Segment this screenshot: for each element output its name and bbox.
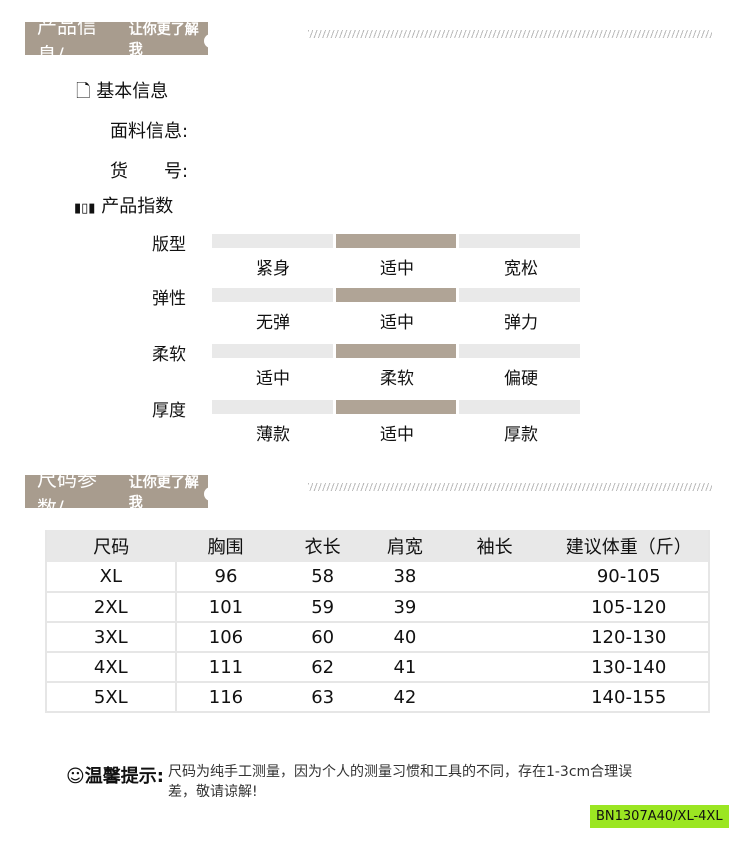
- column-header: 建议体重（斤）: [565, 537, 692, 558]
- index-option: 弹力: [504, 313, 538, 333]
- index-option: 适中: [380, 313, 414, 333]
- index-option: 适中: [380, 259, 414, 279]
- table-cell: 90-105: [596, 566, 661, 587]
- table-cell: 5XL: [46, 682, 177, 712]
- warm-tip: ☺温馨提示: 尺码为纯手工测量，因为个人的测量习惯和工具的不同，存在1-3cm合理…: [66, 762, 648, 802]
- column-header: 尺码: [93, 537, 130, 558]
- table-cell: [440, 562, 550, 592]
- index-option: 柔软: [380, 369, 414, 389]
- index-option: 无弹: [256, 313, 290, 333]
- table-cell: 101: [208, 596, 244, 618]
- basic-info-heading: 🗋 基本信息: [76, 77, 168, 109]
- size-params-banner: 尺码参数/让你更了解我: [25, 467, 218, 520]
- index-bar-segment: [459, 344, 581, 358]
- table-row: 2XL 101 59 39 105-120: [46, 592, 709, 622]
- column-header: 胸围: [207, 537, 244, 558]
- index-bar-segment: [459, 234, 581, 248]
- tip-text: 尺码为纯手工测量，因为个人的测量习惯和工具的不同，存在1-3cm合理误差，敬请谅…: [167, 764, 633, 800]
- heading-text: 产品指数: [101, 196, 174, 217]
- table-cell: 130-140: [591, 656, 667, 678]
- index-bar-segment: [212, 344, 333, 358]
- table-cell: 120-130: [591, 626, 667, 648]
- index-bar-segment: [335, 344, 457, 358]
- section-subtitle: 让你更了解我: [128, 474, 199, 511]
- table-cell: 105-120: [591, 596, 667, 618]
- decorative-divider: [308, 483, 712, 491]
- table-cell: 3XL: [46, 622, 177, 652]
- table-cell: 96: [214, 566, 238, 587]
- column-header: 衣长: [304, 537, 341, 558]
- table-cell: [440, 682, 550, 712]
- table-row: 5XL 116 63 42 140-155: [46, 682, 709, 712]
- index-row-label: 弹性: [152, 289, 186, 309]
- table-cell: 62: [311, 656, 335, 678]
- index-bar: [212, 234, 581, 248]
- decorative-divider: [308, 30, 712, 38]
- sku-label: 货 号:: [110, 161, 189, 182]
- index-bar-segment: [212, 288, 333, 302]
- table-cell: 63: [311, 686, 335, 708]
- index-bar-segment: [335, 234, 457, 248]
- table-cell: 106: [208, 626, 244, 648]
- table-cell: 42: [393, 686, 417, 708]
- smiley-icon: ☺: [66, 766, 85, 787]
- table-cell: 40: [393, 626, 417, 648]
- table-cell: 41: [393, 656, 417, 678]
- table-row: 4XL 111 62 41 130-140: [46, 652, 709, 682]
- index-option: 适中: [380, 425, 414, 445]
- table-row: 3XL 106 60 40 120-130: [46, 622, 709, 652]
- table-cell: [440, 592, 550, 622]
- table-cell: [440, 622, 550, 652]
- table-cell: 38: [393, 566, 417, 587]
- heading-text: 基本信息: [96, 81, 169, 102]
- fabric-label: 面料信息:: [110, 121, 189, 142]
- table-cell: XL: [46, 562, 177, 592]
- tip-label: 温馨提示:: [84, 766, 164, 787]
- product-info-banner: 产品信息/让你更了解我: [25, 14, 218, 67]
- index-bar: [212, 344, 581, 358]
- index-bar-segment: [335, 400, 457, 414]
- index-bar: [212, 400, 581, 414]
- section-subtitle: 让你更了解我: [128, 21, 199, 58]
- table-cell: 39: [393, 596, 417, 618]
- index-option: 适中: [256, 369, 290, 389]
- bar-chart-icon: ▮▯▮: [74, 201, 96, 216]
- index-option: 偏硬: [504, 369, 538, 389]
- table-cell: 111: [208, 656, 244, 678]
- index-option: 紧身: [256, 259, 290, 279]
- column-header: 肩宽: [386, 537, 423, 558]
- index-bar-segment: [212, 234, 333, 248]
- index-bar-segment: [212, 400, 333, 414]
- table-cell: 116: [208, 686, 244, 708]
- index-bar-segment: [335, 288, 457, 302]
- index-option: 薄款: [256, 425, 290, 445]
- table-row: XL 96 58 38 90-105: [46, 562, 709, 592]
- product-index-heading: ▮▯▮ 产品指数: [74, 192, 173, 218]
- table-cell: 58: [311, 566, 335, 587]
- document-icon: 🗋: [76, 81, 91, 102]
- column-header: 袖长: [476, 537, 513, 558]
- table-cell: 59: [311, 596, 335, 618]
- index-bar: [212, 288, 581, 302]
- index-row-label: 柔软: [152, 345, 186, 365]
- index-option: 宽松: [504, 259, 538, 279]
- index-row-label: 厚度: [152, 401, 186, 421]
- table-cell: 140-155: [591, 686, 667, 708]
- table-cell: 4XL: [46, 652, 177, 682]
- section-title: 尺码参数/: [37, 466, 97, 520]
- index-option: 厚款: [504, 425, 538, 445]
- size-table: 尺码 胸围 衣长 肩宽 袖长 建议体重（斤） XL 96 58 38 90-105 2XL 101 59…: [45, 530, 710, 713]
- index-bar-segment: [459, 288, 581, 302]
- table-header: 尺码 胸围 衣长 肩宽 袖长 建议体重（斤）: [46, 530, 709, 562]
- index-bar-segment: [459, 400, 581, 414]
- table-cell: 2XL: [46, 592, 177, 622]
- table-cell: 60: [311, 626, 335, 648]
- index-row-label: 版型: [152, 235, 186, 255]
- product-code-badge: BN1307A40/XL-4XL: [590, 805, 729, 828]
- section-title: 产品信息/: [37, 13, 97, 67]
- table-cell: [440, 652, 550, 682]
